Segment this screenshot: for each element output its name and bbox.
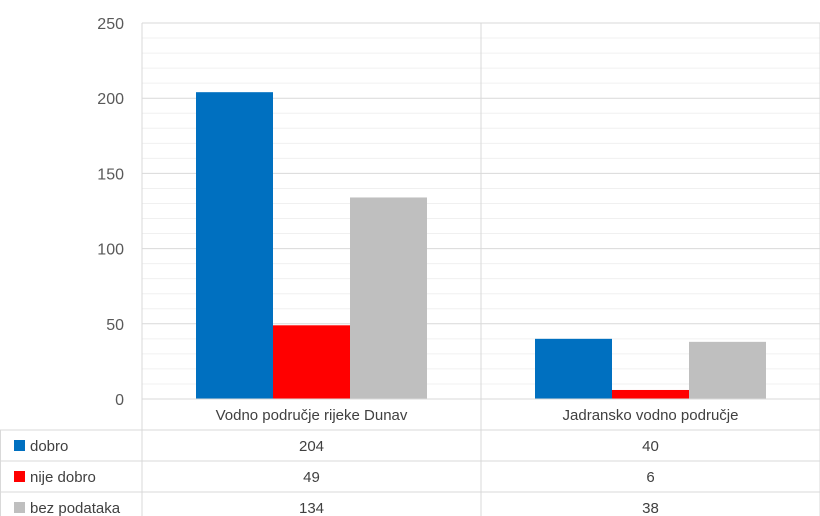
bar-bez-podataka-1 <box>689 341 766 399</box>
category-label: Jadransko vodno područje <box>563 407 739 424</box>
legend-key-bez-podataka <box>14 502 25 513</box>
table-cell-value: 204 <box>299 438 324 455</box>
bar-nije-dobro-0 <box>273 325 350 399</box>
y-tick-label: 50 <box>106 317 124 334</box>
table-cell-value: 134 <box>299 500 324 516</box>
y-tick-label: 200 <box>97 91 124 108</box>
bar-bez-podataka-0 <box>350 197 427 399</box>
legend-label: bez podataka <box>30 500 121 516</box>
table-cell-value: 6 <box>646 469 654 486</box>
y-tick-label: 250 <box>97 16 124 33</box>
y-tick-label: 0 <box>115 392 124 409</box>
legend-label: dobro <box>30 438 68 455</box>
y-tick-label: 100 <box>97 242 124 259</box>
table-cell-value: 40 <box>642 438 659 455</box>
bar-nije-dobro-1 <box>612 389 689 399</box>
legend-label: nije dobro <box>30 469 96 486</box>
bar-dobro-1 <box>535 338 612 399</box>
category-label: Vodno područje rijeke Dunav <box>216 407 408 424</box>
bar-dobro-0 <box>196 92 273 400</box>
y-tick-label: 150 <box>97 166 124 183</box>
legend-key-nije-dobro <box>14 471 25 482</box>
legend-key-dobro <box>14 440 25 451</box>
table-cell-value: 38 <box>642 500 659 516</box>
table-cell-value: 49 <box>303 469 320 486</box>
